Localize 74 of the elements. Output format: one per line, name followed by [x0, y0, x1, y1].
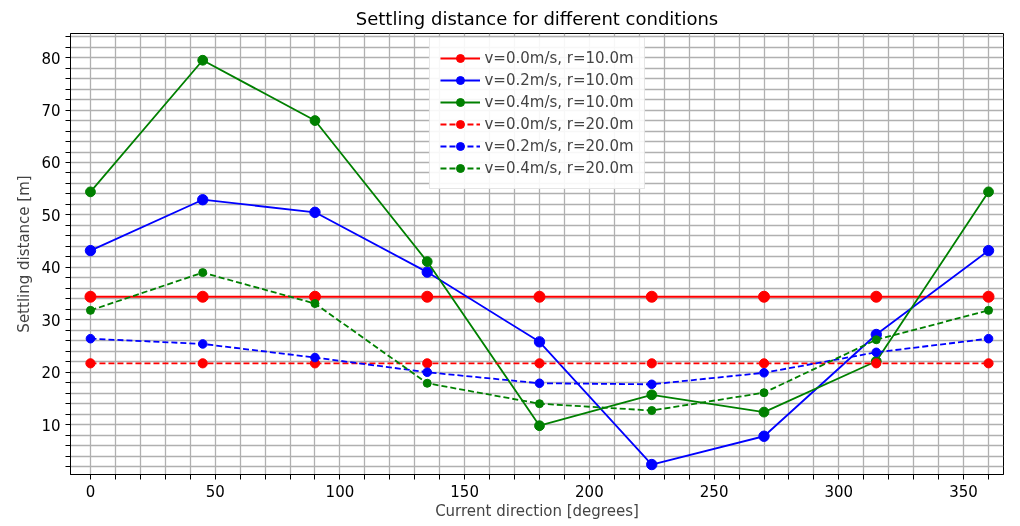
point	[85, 186, 96, 198]
point	[758, 358, 770, 369]
point	[646, 389, 658, 401]
legend-label: v=0.2m/s, r=20.0m	[484, 137, 634, 155]
point	[422, 378, 432, 388]
point	[84, 244, 97, 257]
y-tick-label: 40	[41, 259, 61, 278]
point	[533, 336, 546, 348]
y-tick-label: 50	[41, 206, 61, 225]
point	[534, 378, 545, 389]
x-tick-label: 150	[450, 482, 479, 501]
point	[646, 358, 657, 369]
point	[758, 430, 770, 442]
y-tick-label: 10	[41, 416, 61, 435]
point	[421, 290, 434, 303]
y-axis-title: Settling distance [m]	[15, 175, 34, 333]
x-tick-label: 100	[325, 482, 355, 501]
point	[85, 358, 96, 369]
point	[759, 367, 769, 378]
point	[983, 358, 994, 369]
y-tick-label: 30	[41, 311, 61, 330]
point	[197, 339, 208, 349]
point	[84, 290, 97, 303]
legend-label: v=0.2m/s, r=10.0m	[484, 71, 634, 89]
point	[534, 358, 545, 369]
y-tick-label: 60	[41, 154, 61, 173]
y-tick-label: 80	[41, 49, 61, 68]
point	[197, 54, 209, 66]
legend-label: v=0.4m/s, r=20.0m	[484, 159, 634, 177]
legend-label: v=0.4m/s, r=10.0m	[484, 93, 634, 111]
point	[758, 406, 770, 418]
point	[646, 379, 657, 390]
y-tick-label: 20	[41, 364, 61, 383]
point	[984, 305, 994, 315]
y-tick-label: 70	[41, 102, 61, 121]
point	[982, 290, 995, 303]
point	[310, 299, 320, 309]
point	[197, 358, 208, 369]
point	[309, 115, 321, 126]
point	[85, 305, 95, 315]
legend-label: v=0.0m/s, r=20.0m	[484, 115, 634, 133]
point	[198, 268, 208, 278]
point	[421, 266, 433, 278]
point	[871, 347, 882, 358]
point	[983, 333, 994, 344]
x-tick-label: 50	[205, 482, 225, 501]
point	[759, 388, 769, 398]
x-tick-label: 200	[575, 482, 604, 501]
point	[85, 333, 96, 344]
point	[870, 290, 883, 303]
point	[197, 194, 209, 206]
legend-label: v=0.0m/s, r=10.0m	[484, 49, 634, 67]
point	[310, 352, 320, 363]
point	[647, 406, 657, 416]
point	[421, 256, 433, 267]
point	[533, 290, 546, 303]
point	[983, 186, 994, 198]
point	[982, 244, 995, 257]
point	[645, 290, 658, 303]
point	[422, 367, 433, 378]
x-axis-title: Current direction [degrees]	[435, 501, 639, 520]
x-tick-label: 300	[824, 482, 854, 501]
point	[534, 420, 545, 432]
point	[196, 290, 209, 303]
point	[534, 399, 544, 409]
x-tick-label: 250	[699, 482, 729, 501]
chart-title: Settling distance for different conditions	[355, 7, 719, 29]
x-tick-label: 0	[85, 482, 96, 501]
point	[422, 358, 433, 369]
point	[646, 458, 658, 471]
x-tick-label: 350	[949, 482, 978, 501]
point	[309, 206, 321, 218]
point	[871, 335, 881, 345]
point	[758, 290, 771, 303]
